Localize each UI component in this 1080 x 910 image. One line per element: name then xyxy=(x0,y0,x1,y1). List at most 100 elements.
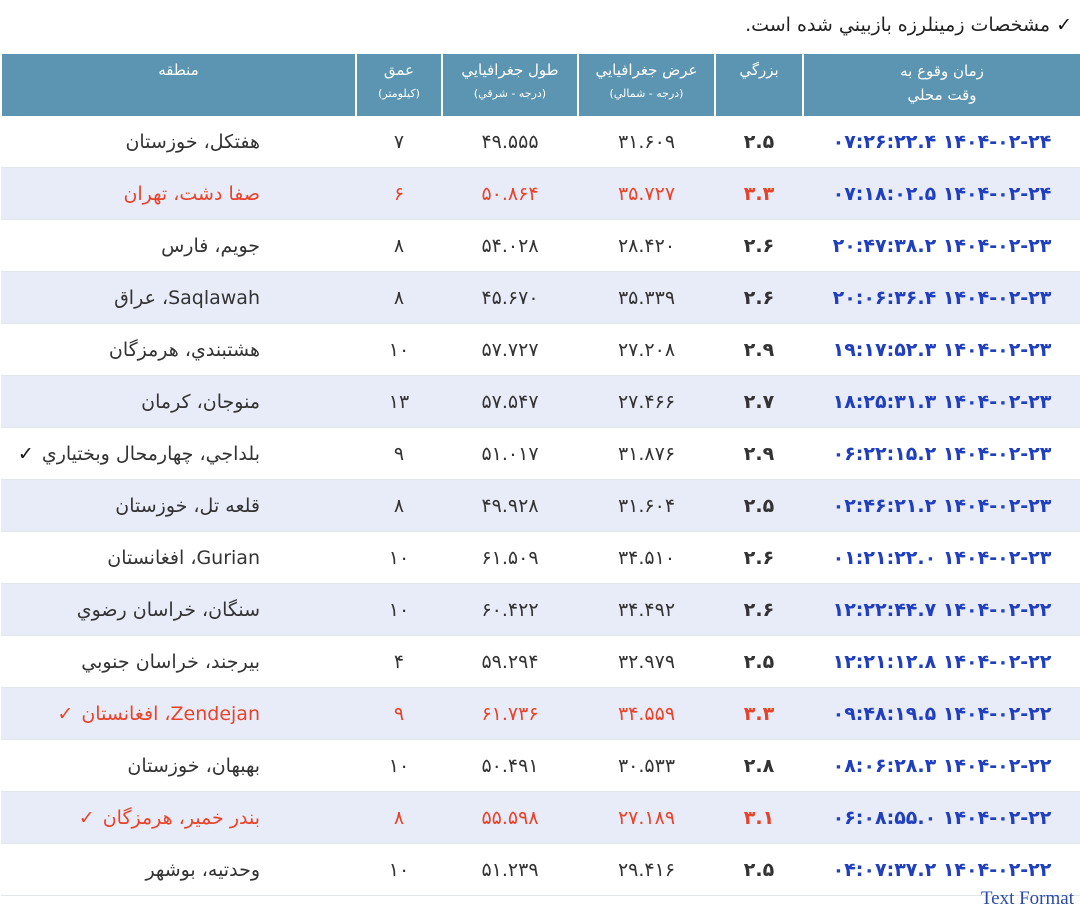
longitude-cell: ۵۰.۸۶۴ xyxy=(442,167,578,220)
region-cell: منوجان، كرمان xyxy=(1,375,356,428)
reviewed-note-text: مشخصات زمينلرزه بازبيني شده است. xyxy=(745,14,1051,36)
table-row[interactable]: ۱۴۰۴-۰۲-۲۲ ۱۲:۲۱:۱۲.۸ ۲.۵ ۳۲.۹۷۹ ۵۹.۲۹۴ ۴ بير… xyxy=(1,635,1080,688)
table-row[interactable]: ۱۴۰۴-۰۲-۲۳ ۲۰:۴۷:۳۸.۲ ۲.۶ ۲۸.۴۲۰ ۵۴.۰۲۸ ۸ جوي… xyxy=(1,219,1080,272)
time-cell[interactable]: ۱۴۰۴-۰۲-۲۳ ۰۱:۲۱:۲۲.۰ xyxy=(803,531,1080,584)
time-cell[interactable]: ۱۴۰۴-۰۲-۲۲ ۰۸:۰۶:۲۸.۳ xyxy=(803,739,1080,792)
region-label: بهبهان، خوزستان xyxy=(127,754,260,777)
latitude-cell: ۲۸.۴۲۰ xyxy=(578,219,715,272)
time-cell[interactable]: ۱۴۰۴-۰۲-۲۴ ۰۷:۲۶:۲۲.۴ xyxy=(803,116,1080,168)
latitude-cell: ۳۲.۹۷۹ xyxy=(578,635,715,688)
region-label: قلعه تل، خوزستان xyxy=(115,494,260,517)
depth-cell: ۹ xyxy=(356,427,442,480)
time-cell[interactable]: ۱۴۰۴-۰۲-۲۳ ۲۰:۴۷:۳۸.۲ xyxy=(803,219,1080,272)
magnitude-cell: ۲.۶ xyxy=(715,583,803,636)
table-row[interactable]: ۱۴۰۴-۰۲-۲۳ ۰۲:۴۶:۲۱.۲ ۲.۵ ۳۱.۶۰۴ ۴۹.۹۲۸ ۸ قلع… xyxy=(1,479,1080,532)
time-cell[interactable]: ۱۴۰۴-۰۲-۲۲ ۰۴:۰۷:۳۷.۲ xyxy=(803,843,1080,896)
magnitude-cell: ۲.۵ xyxy=(715,479,803,532)
header-magnitude[interactable]: بزرگي xyxy=(714,54,804,116)
header-time[interactable]: زمان وقوع به وقت محلي xyxy=(802,54,1080,116)
longitude-cell: ۵۱.۰۱۷ xyxy=(442,427,578,480)
region-label: Zendejan، افغانستان xyxy=(81,702,260,725)
table-row[interactable]: ۱۴۰۴-۰۲-۲۴ ۰۷:۲۶:۲۲.۴ ۲.۵ ۳۱.۶۰۹ ۴۹.۵۵۵ ۷ هفت… xyxy=(1,116,1080,168)
depth-cell: ۱۳ xyxy=(356,375,442,428)
header-depth[interactable]: عمق (كيلومتر) xyxy=(355,54,443,116)
time-cell[interactable]: ۱۴۰۴-۰۲-۲۳ ۰۲:۴۶:۲۱.۲ xyxy=(803,479,1080,532)
latitude-cell: ۲۷.۲۰۸ xyxy=(578,323,715,376)
region-label: هشتبندي، هرمزگان xyxy=(108,338,260,361)
table-row[interactable]: ۱۴۰۴-۰۲-۲۲ ۰۹:۴۸:۱۹.۵ ۳.۳ ۳۴.۵۵۹ ۶۱.۷۳۶ ۹ Zen… xyxy=(1,687,1080,740)
table-row[interactable]: ۱۴۰۴-۰۲-۲۳ ۰۶:۲۲:۱۵.۲ ۲.۹ ۳۱.۸۷۶ ۵۱.۰۱۷ ۹ بلد… xyxy=(1,427,1080,480)
region-cell: وحدتيه، بوشهر xyxy=(1,843,356,896)
latitude-cell: ۳۴.۵۵۹ xyxy=(578,687,715,740)
region-cell: Gurian، افغانستان xyxy=(1,531,356,584)
depth-cell: ۱۰ xyxy=(356,323,442,376)
table-row[interactable]: ۱۴۰۴-۰۲-۲۳ ۲۰:۰۶:۳۶.۴ ۲.۶ ۳۵.۳۳۹ ۴۵.۶۷۰ ۸ Saq… xyxy=(1,271,1080,324)
table-row[interactable]: ۱۴۰۴-۰۲-۲۲ ۱۲:۲۲:۴۴.۷ ۲.۶ ۳۴.۴۹۲ ۶۰.۴۲۲ ۱۰ سن… xyxy=(1,583,1080,636)
magnitude-cell: ۳.۱ xyxy=(715,791,803,844)
longitude-cell: ۶۱.۷۳۶ xyxy=(442,687,578,740)
region-label: هفتكل، خوزستان xyxy=(125,130,260,153)
region-label: بيرجند، خراسان جنوبي xyxy=(81,650,260,673)
region-label: بلداجي، چهارمحال وبختياري xyxy=(41,442,260,465)
table-row[interactable]: ۱۴۰۴-۰۲-۲۲ ۰۶:۰۸:۵۵.۰ ۳.۱ ۲۷.۱۸۹ ۵۵.۵۹۸ ۸ بند… xyxy=(1,791,1080,844)
magnitude-cell: ۲.۹ xyxy=(715,427,803,480)
time-cell[interactable]: ۱۴۰۴-۰۲-۲۳ ۰۶:۲۲:۱۵.۲ xyxy=(803,427,1080,480)
magnitude-cell: ۲.۷ xyxy=(715,375,803,428)
region-label: بندر خمير، هرمزگان xyxy=(102,806,260,829)
depth-cell: ۸ xyxy=(356,479,442,532)
check-icon: ✓ xyxy=(1056,14,1072,36)
longitude-cell: ۵۵.۵۹۸ xyxy=(442,791,578,844)
depth-cell: ۷ xyxy=(356,116,442,168)
time-cell[interactable]: ۱۴۰۴-۰۲-۲۲ ۱۲:۲۱:۱۲.۸ xyxy=(803,635,1080,688)
longitude-cell: ۵۰.۴۹۱ xyxy=(442,739,578,792)
time-cell[interactable]: ۱۴۰۴-۰۲-۲۲ ۰۶:۰۸:۵۵.۰ xyxy=(803,791,1080,844)
region-label: صفا دشت، تهران xyxy=(123,182,260,205)
longitude-cell: ۴۹.۵۵۵ xyxy=(442,116,578,168)
check-icon: ✓ xyxy=(57,702,74,725)
latitude-cell: ۳۰.۵۳۳ xyxy=(578,739,715,792)
table-row[interactable]: ۱۴۰۴-۰۲-۲۳ ۰۱:۲۱:۲۲.۰ ۲.۶ ۳۴.۵۱۰ ۶۱.۵۰۹ ۱۰ Gu… xyxy=(1,531,1080,584)
latitude-cell: ۳۴.۵۱۰ xyxy=(578,531,715,584)
time-cell[interactable]: ۱۴۰۴-۰۲-۲۳ ۲۰:۰۶:۳۶.۴ xyxy=(803,271,1080,324)
time-cell[interactable]: ۱۴۰۴-۰۲-۲۳ ۱۸:۲۵:۳۱.۳ xyxy=(803,375,1080,428)
text-format-link[interactable]: Text Format xyxy=(980,888,1074,909)
magnitude-cell: ۲.۵ xyxy=(715,843,803,896)
check-icon: ✓ xyxy=(78,806,95,829)
table-row[interactable]: ۱۴۰۴-۰۲-۲۳ ۱۸:۲۵:۳۱.۳ ۲.۷ ۲۷.۴۶۶ ۵۷.۵۴۷ ۱۳ من… xyxy=(1,375,1080,428)
depth-cell: ۱۰ xyxy=(356,739,442,792)
table-row[interactable]: ۱۴۰۴-۰۲-۲۲ ۰۸:۰۶:۲۸.۳ ۲.۸ ۳۰.۵۳۳ ۵۰.۴۹۱ ۱۰ به… xyxy=(1,739,1080,792)
table-row[interactable]: ۱۴۰۴-۰۲-۲۴ ۰۷:۱۸:۰۲.۵ ۳.۳ ۳۵.۷۲۷ ۵۰.۸۶۴ ۶ صفا… xyxy=(1,167,1080,220)
header-latitude[interactable]: عرض جغرافيايي (درجه - شمالي) xyxy=(577,54,716,116)
latitude-cell: ۲۷.۴۶۶ xyxy=(578,375,715,428)
magnitude-cell: ۲.۸ xyxy=(715,739,803,792)
time-cell[interactable]: ۱۴۰۴-۰۲-۲۲ ۰۹:۴۸:۱۹.۵ xyxy=(803,687,1080,740)
region-cell: بندر خمير، هرمزگان ✓ xyxy=(1,791,356,844)
region-cell: سنگان، خراسان رضوي xyxy=(1,583,356,636)
depth-cell: ۸ xyxy=(356,271,442,324)
header-region[interactable]: منطقه xyxy=(0,54,357,116)
magnitude-cell: ۳.۳ xyxy=(715,167,803,220)
magnitude-cell: ۲.۶ xyxy=(715,531,803,584)
region-cell: Saqlawah، عراق xyxy=(1,271,356,324)
latitude-cell: ۳۵.۳۳۹ xyxy=(578,271,715,324)
reviewed-note: ✓مشخصات زمينلرزه بازبيني شده است. xyxy=(745,14,1072,36)
region-cell: هشتبندي، هرمزگان xyxy=(1,323,356,376)
depth-cell: ۹ xyxy=(356,687,442,740)
table-row[interactable]: ۱۴۰۴-۰۲-۲۳ ۱۹:۱۷:۵۲.۳ ۲.۹ ۲۷.۲۰۸ ۵۷.۷۲۷ ۱۰ هش… xyxy=(1,323,1080,376)
region-label: Gurian، افغانستان xyxy=(107,546,260,569)
latitude-cell: ۳۵.۷۲۷ xyxy=(578,167,715,220)
time-cell[interactable]: ۱۴۰۴-۰۲-۲۴ ۰۷:۱۸:۰۲.۵ xyxy=(803,167,1080,220)
region-label: سنگان، خراسان رضوي xyxy=(76,598,260,621)
time-cell[interactable]: ۱۴۰۴-۰۲-۲۳ ۱۹:۱۷:۵۲.۳ xyxy=(803,323,1080,376)
magnitude-cell: ۲.۶ xyxy=(715,219,803,272)
depth-cell: ۶ xyxy=(356,167,442,220)
magnitude-cell: ۲.۶ xyxy=(715,271,803,324)
latitude-cell: ۳۱.۶۰۹ xyxy=(578,116,715,168)
time-cell[interactable]: ۱۴۰۴-۰۲-۲۲ ۱۲:۲۲:۴۴.۷ xyxy=(803,583,1080,636)
table-row[interactable]: ۱۴۰۴-۰۲-۲۲ ۰۴:۰۷:۳۷.۲ ۲.۵ ۲۹.۴۱۶ ۵۱.۲۳۹ ۱۰ وح… xyxy=(1,843,1080,896)
region-cell: بهبهان، خوزستان xyxy=(1,739,356,792)
longitude-cell: ۵۹.۲۹۴ xyxy=(442,635,578,688)
depth-cell: ۴ xyxy=(356,635,442,688)
latitude-cell: ۳۱.۶۰۴ xyxy=(578,479,715,532)
header-longitude[interactable]: طول جغرافيايي (درجه - شرقي) xyxy=(441,54,579,116)
